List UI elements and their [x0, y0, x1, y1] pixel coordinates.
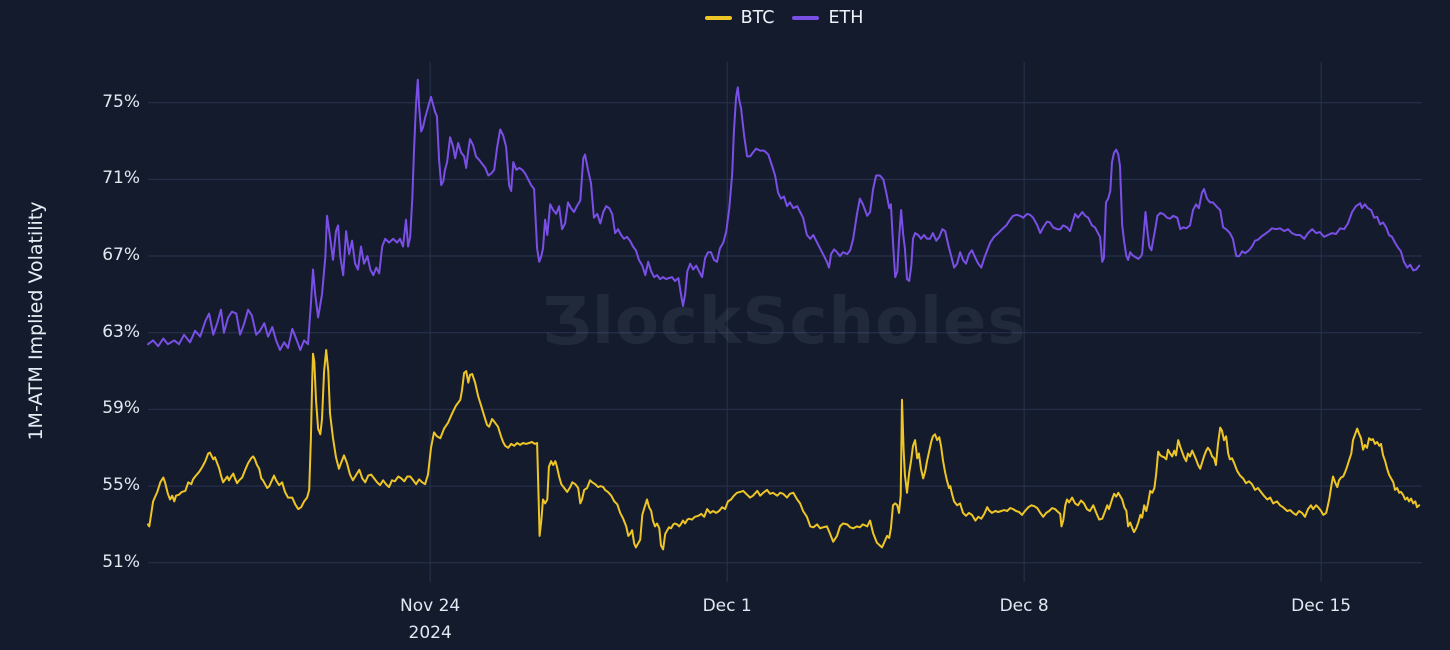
y-tick-label: 51%	[102, 551, 140, 572]
legend-label-btc: BTC	[740, 8, 775, 28]
watermark: ƷlockScholes	[541, 285, 1027, 359]
eth-series-swatch-icon	[792, 16, 820, 20]
btc-line	[147, 349, 1421, 551]
chart-legend: BTC ETH	[148, 8, 1420, 28]
legend-label-eth: ETH	[828, 8, 864, 28]
legend-item-btc[interactable]: BTC	[704, 8, 775, 28]
y-tick-label: 63%	[102, 321, 140, 342]
y-tick-label: 71%	[102, 168, 140, 189]
x-tick-label: Dec 1	[702, 596, 752, 616]
x-tick-label: Nov 24	[400, 596, 461, 616]
y-tick-label: 59%	[102, 398, 140, 419]
x-tick-label: Dec 15	[1291, 596, 1352, 616]
x-tick-label: Dec 8	[999, 596, 1049, 616]
y-tick-label: 55%	[102, 475, 140, 496]
y-tick-label: 75%	[102, 91, 140, 112]
btc-series-swatch-icon	[704, 16, 732, 20]
legend-item-eth[interactable]: ETH	[792, 8, 863, 28]
y-tick-label: 67%	[102, 245, 140, 266]
x-tick-sublabel: 2024	[408, 623, 452, 643]
eth-line	[147, 78, 1421, 351]
